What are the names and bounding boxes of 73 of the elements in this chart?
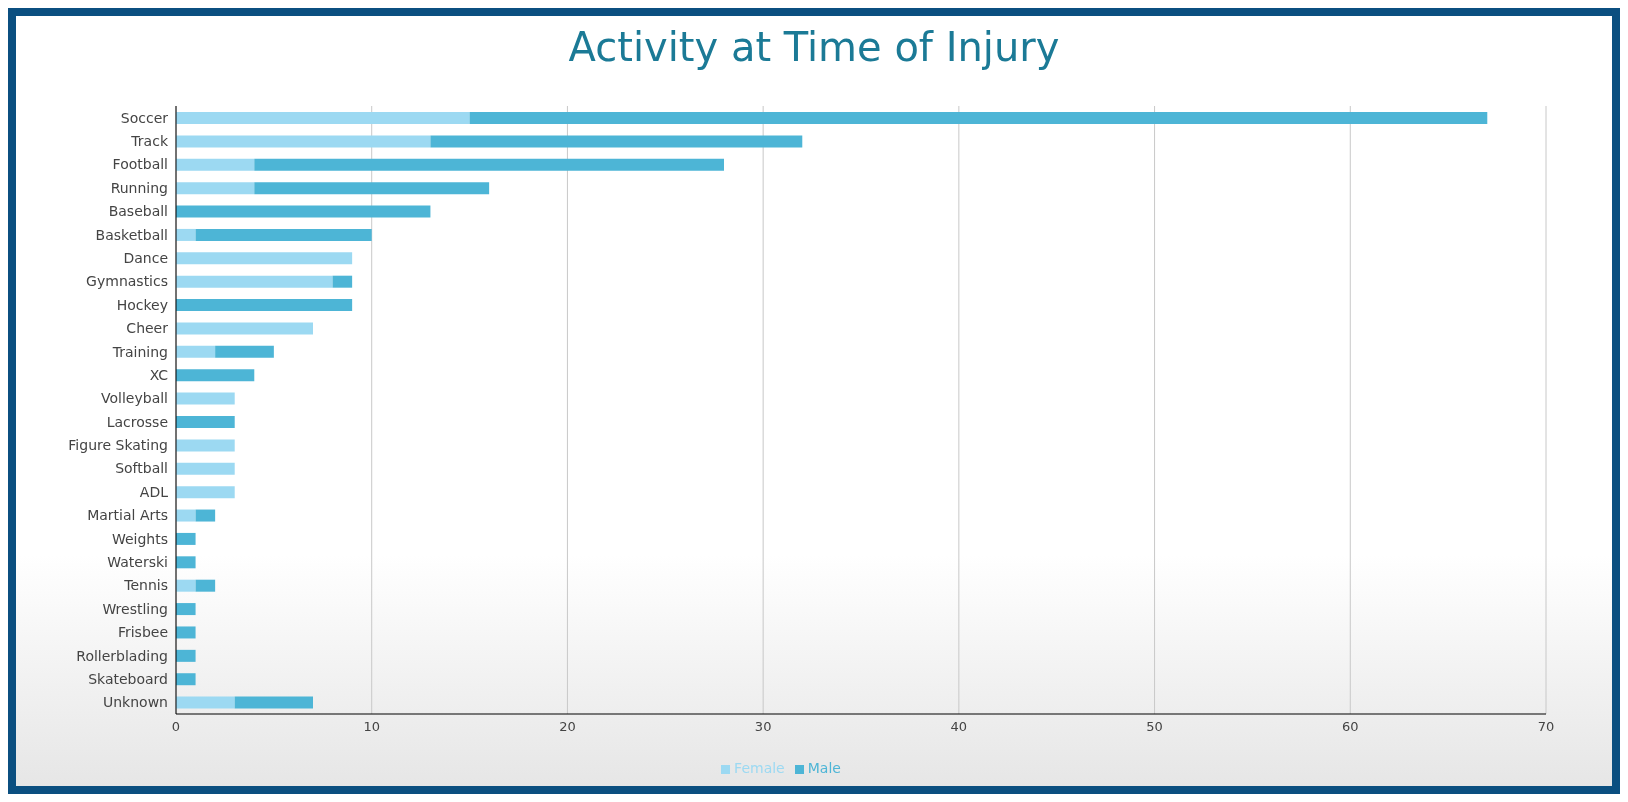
- y-tick-label: Running: [110, 179, 168, 196]
- y-tick-label: Frisbee: [117, 624, 168, 641]
- y-tick-label: Basketball: [95, 226, 168, 243]
- legend-label: Male: [807, 760, 841, 776]
- y-tick-label: Baseball: [108, 203, 168, 220]
- bar: [195, 579, 216, 592]
- y-tick-label: Rollerblading: [76, 647, 168, 664]
- y-tick-label: Martial Arts: [87, 507, 168, 524]
- y-tick-label: Football: [112, 156, 168, 173]
- x-tick-label: 60: [1342, 719, 1359, 735]
- bar: [176, 626, 196, 639]
- y-tick-label: Lacrosse: [106, 413, 168, 430]
- bar: [234, 696, 313, 709]
- y-tick-label: Weights: [111, 530, 168, 547]
- y-tick-label: Dance: [123, 249, 168, 266]
- bar: [176, 673, 196, 686]
- y-tick-label: Skateboard: [88, 670, 168, 687]
- y-tick-label: Wrestling: [102, 600, 168, 617]
- y-tick-label: Track: [130, 133, 169, 150]
- y-tick-label: Hockey: [116, 296, 168, 313]
- bar: [176, 486, 235, 499]
- x-tick-label: 0: [171, 719, 181, 735]
- bar: [176, 532, 196, 545]
- bar: [254, 158, 724, 171]
- y-tick-label: Cheer: [126, 320, 169, 337]
- x-tick-label: 50: [1146, 719, 1163, 735]
- bar: [176, 299, 353, 312]
- chart-title: Activity at Time of Injury: [567, 23, 1061, 72]
- y-tick-label: Training: [111, 343, 168, 360]
- bar: [176, 369, 255, 382]
- y-tick-label: Softball: [115, 460, 168, 477]
- x-tick-label: 30: [754, 719, 772, 735]
- bar: [195, 509, 216, 522]
- y-tick-label: Figure Skating: [68, 437, 168, 454]
- bar: [176, 462, 235, 475]
- bar: [176, 509, 196, 522]
- bar: [176, 158, 255, 171]
- bar: [176, 205, 431, 218]
- bar: [195, 228, 372, 241]
- bar: [469, 112, 1488, 124]
- x-tick-label: 70: [1537, 719, 1555, 735]
- bar: [430, 135, 803, 148]
- bar: [215, 345, 274, 358]
- bar: [176, 556, 196, 569]
- y-tick-label: Waterski: [107, 553, 168, 570]
- bar: [332, 275, 353, 288]
- x-tick-label: 10: [363, 719, 380, 735]
- bar: [176, 579, 196, 592]
- y-tick-label: XC: [149, 366, 169, 383]
- bar: [176, 439, 235, 452]
- bar: [176, 228, 196, 241]
- y-tick-label: ADL: [139, 483, 169, 500]
- bar: [176, 275, 333, 288]
- y-tick-label: Volleyball: [101, 390, 168, 407]
- x-tick-label: 20: [559, 719, 576, 735]
- bar: [176, 112, 470, 124]
- bar: [254, 182, 490, 195]
- bar: [176, 135, 431, 148]
- bar: [176, 696, 235, 709]
- bar: [176, 603, 196, 616]
- y-tick-label: Gymnastics: [86, 273, 168, 290]
- y-tick-label: Soccer: [120, 109, 169, 126]
- bar: [176, 252, 353, 265]
- legend-label: Female: [734, 760, 785, 776]
- bar: [176, 182, 255, 195]
- y-tick-label: Tennis: [123, 577, 168, 594]
- y-tick-label: Unknown: [103, 694, 168, 711]
- bar: [176, 322, 313, 335]
- x-tick-label: 40: [950, 719, 968, 735]
- bar: [176, 345, 216, 358]
- bar: [176, 416, 235, 428]
- bar: [176, 649, 196, 662]
- bar: [176, 392, 235, 405]
